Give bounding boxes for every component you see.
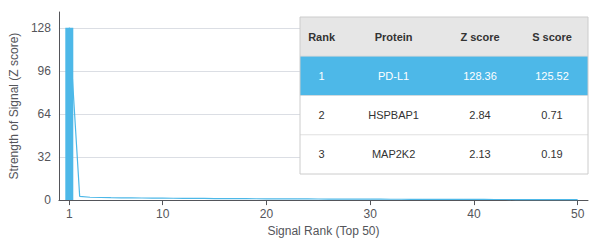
svg-text:0.71: 0.71: [541, 109, 562, 121]
svg-text:1: 1: [66, 207, 73, 221]
svg-text:1: 1: [319, 70, 325, 82]
svg-text:96: 96: [38, 64, 52, 78]
svg-text:10: 10: [156, 207, 170, 221]
svg-text:128.36: 128.36: [463, 70, 497, 82]
svg-text:Protein: Protein: [375, 31, 413, 43]
svg-text:32: 32: [38, 150, 52, 164]
svg-text:30: 30: [363, 207, 377, 221]
svg-text:MAP2K2: MAP2K2: [372, 148, 415, 160]
svg-text:Z score: Z score: [460, 31, 499, 43]
svg-text:HSPBAP1: HSPBAP1: [368, 109, 419, 121]
svg-text:125.52: 125.52: [535, 70, 569, 82]
svg-text:20: 20: [260, 207, 274, 221]
svg-text:Strength of Signal (Z score): Strength of Signal (Z score): [7, 33, 21, 180]
svg-text:50: 50: [571, 207, 585, 221]
svg-text:2.84: 2.84: [469, 109, 490, 121]
svg-text:3: 3: [319, 148, 325, 160]
svg-text:Signal Rank (Top 50): Signal Rank (Top 50): [267, 224, 379, 238]
svg-text:64: 64: [38, 107, 52, 121]
svg-text:2: 2: [319, 109, 325, 121]
svg-text:2.13: 2.13: [469, 148, 490, 160]
svg-text:S score: S score: [532, 31, 572, 43]
svg-text:0: 0: [44, 193, 51, 207]
svg-text:0.19: 0.19: [541, 148, 562, 160]
svg-text:128: 128: [31, 21, 51, 35]
svg-text:40: 40: [467, 207, 481, 221]
svg-text:PD-L1: PD-L1: [378, 70, 409, 82]
svg-text:Rank: Rank: [308, 31, 336, 43]
